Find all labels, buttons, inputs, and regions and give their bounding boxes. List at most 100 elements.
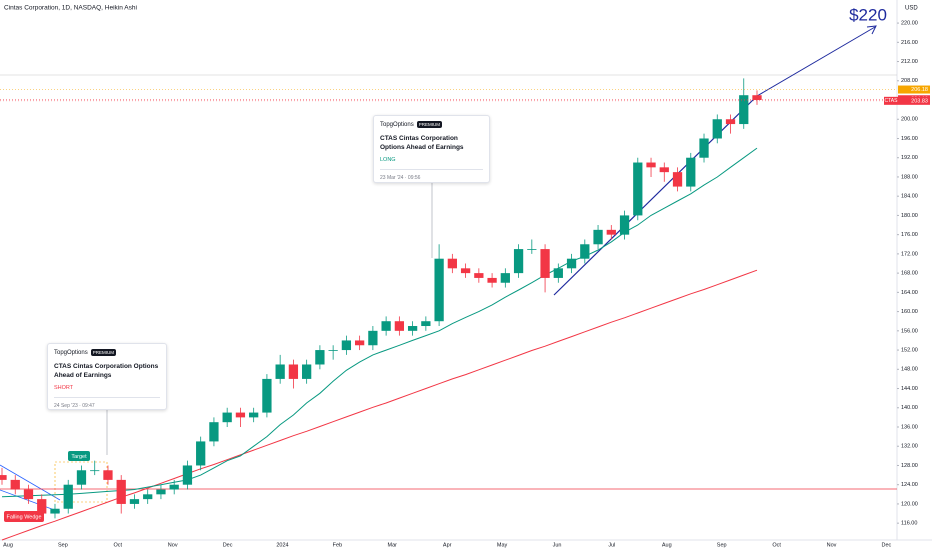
candle-body (381, 321, 391, 331)
symbol-tag-label: CTAS (885, 98, 899, 104)
candle-body (249, 412, 259, 418)
y-tick-label: 116.00 (901, 521, 917, 527)
wedge-line (0, 464, 61, 501)
idea-author: TopgOptions (54, 349, 88, 356)
candle-body (474, 273, 484, 278)
y-tick-label: 216.00 (901, 40, 918, 46)
candle-body (288, 364, 299, 379)
candle-body (540, 249, 550, 278)
candle-body (129, 499, 140, 504)
y-tick-label: 140.00 (901, 405, 918, 411)
candle-body (407, 326, 418, 331)
candle-body (63, 484, 73, 509)
moving-average (1, 147, 758, 498)
x-tick-label: Sep (58, 542, 68, 548)
candle-body (434, 258, 444, 322)
currency: USD (905, 6, 918, 12)
y-tick-label: 208.00 (901, 78, 918, 84)
x-tick-label: Aug (662, 542, 672, 548)
chart-title: Cintas Corporation, 1D, NASDAQ, Heikin A… (4, 5, 137, 12)
y-tick-label: 188.00 (901, 174, 918, 180)
candle-body (169, 484, 179, 490)
x-tick-label: Oct (772, 542, 781, 548)
y-tick-label: 160.00 (901, 309, 918, 315)
candle-body (672, 172, 683, 187)
price-tag (898, 96, 930, 105)
x-tick-label: Nov (168, 542, 178, 548)
y-tick-label: 156.00 (901, 328, 918, 334)
y-tick-label: 148.00 (901, 367, 918, 373)
x-tick-label: Nov (827, 542, 837, 548)
candle-body (302, 364, 312, 379)
y-tick-label: 172.00 (901, 251, 918, 257)
candle-body (566, 258, 577, 269)
x-tick-label: Oct (114, 542, 123, 548)
y-tick-label: 124.00 (901, 482, 918, 488)
x-tick-label: Mar (388, 542, 398, 548)
target-tag-text: Target (71, 454, 87, 460)
y-tick-label: 184.00 (901, 194, 918, 200)
candle-body (527, 249, 537, 250)
price-tag (898, 85, 930, 94)
candle-body (725, 119, 736, 125)
arrow-head (866, 25, 877, 35)
candle-body (421, 321, 431, 327)
candle-body (500, 273, 510, 283)
y-tick-label: 120.00 (901, 501, 918, 507)
y-tick-label: 144.00 (901, 386, 918, 392)
idea-direction: LONG (380, 157, 396, 163)
candle-body (328, 350, 338, 351)
candle-body (354, 340, 365, 346)
candle-body (646, 162, 656, 168)
moving-average (1, 269, 758, 541)
candle-body (619, 215, 630, 235)
idea-card[interactable]: TopgOptions PREMIUM CTAS Cintas Corporati… (47, 343, 167, 410)
idea-date: 23 Mar '24 · 09:56 (380, 169, 483, 181)
y-tick-label: 168.00 (901, 271, 918, 277)
idea-card[interactable]: TopgOptions PREMIUM CTAS Cintas Corporati… (373, 115, 490, 183)
x-tick-label: Feb (333, 542, 342, 548)
candle-body (712, 119, 722, 139)
y-tick-label: 136.00 (901, 424, 918, 430)
idea-direction: SHORT (54, 385, 74, 391)
candle-body (275, 364, 285, 379)
y-tick-label: 164.00 (901, 290, 918, 296)
candle-body (262, 378, 272, 413)
y-tick-label: 132.00 (901, 444, 918, 450)
candle-body (553, 268, 563, 278)
candle-body (739, 95, 749, 125)
y-tick-label: 128.00 (901, 463, 918, 469)
candle-body (196, 441, 206, 466)
price-tag-label: 203.83 (911, 98, 928, 104)
candle-body (659, 167, 669, 173)
candle-body (447, 258, 457, 269)
idea-badge: PREMIUM (416, 121, 442, 128)
candle-body (752, 95, 762, 101)
candle-body (116, 479, 126, 504)
candle-body (222, 412, 232, 423)
idea-header: TopgOptions PREMIUM (380, 121, 483, 128)
candle-body (633, 162, 643, 216)
target-label: $220 (849, 5, 887, 24)
idea-header: TopgOptions PREMIUM (54, 349, 160, 356)
target-box (54, 461, 108, 503)
x-tick-label: Sep (717, 542, 727, 548)
candle-body (235, 412, 246, 418)
candle-body (143, 494, 153, 500)
candle-body (593, 229, 603, 245)
y-tick-label: 152.00 (901, 348, 918, 354)
x-tick-label: Jun (553, 542, 562, 548)
candle-body (341, 340, 352, 351)
x-tick-label: Dec (882, 542, 892, 548)
x-tick-label: Aug (3, 542, 13, 548)
y-tick-label: 180.00 (901, 213, 918, 219)
candle-body (37, 499, 47, 514)
y-tick-label: 200.00 (901, 117, 918, 123)
y-tick-label: 192.00 (901, 155, 918, 161)
target-arrow (756, 26, 876, 97)
candle-body (156, 489, 166, 495)
candle-body (513, 249, 524, 274)
candle-body (90, 470, 100, 472)
